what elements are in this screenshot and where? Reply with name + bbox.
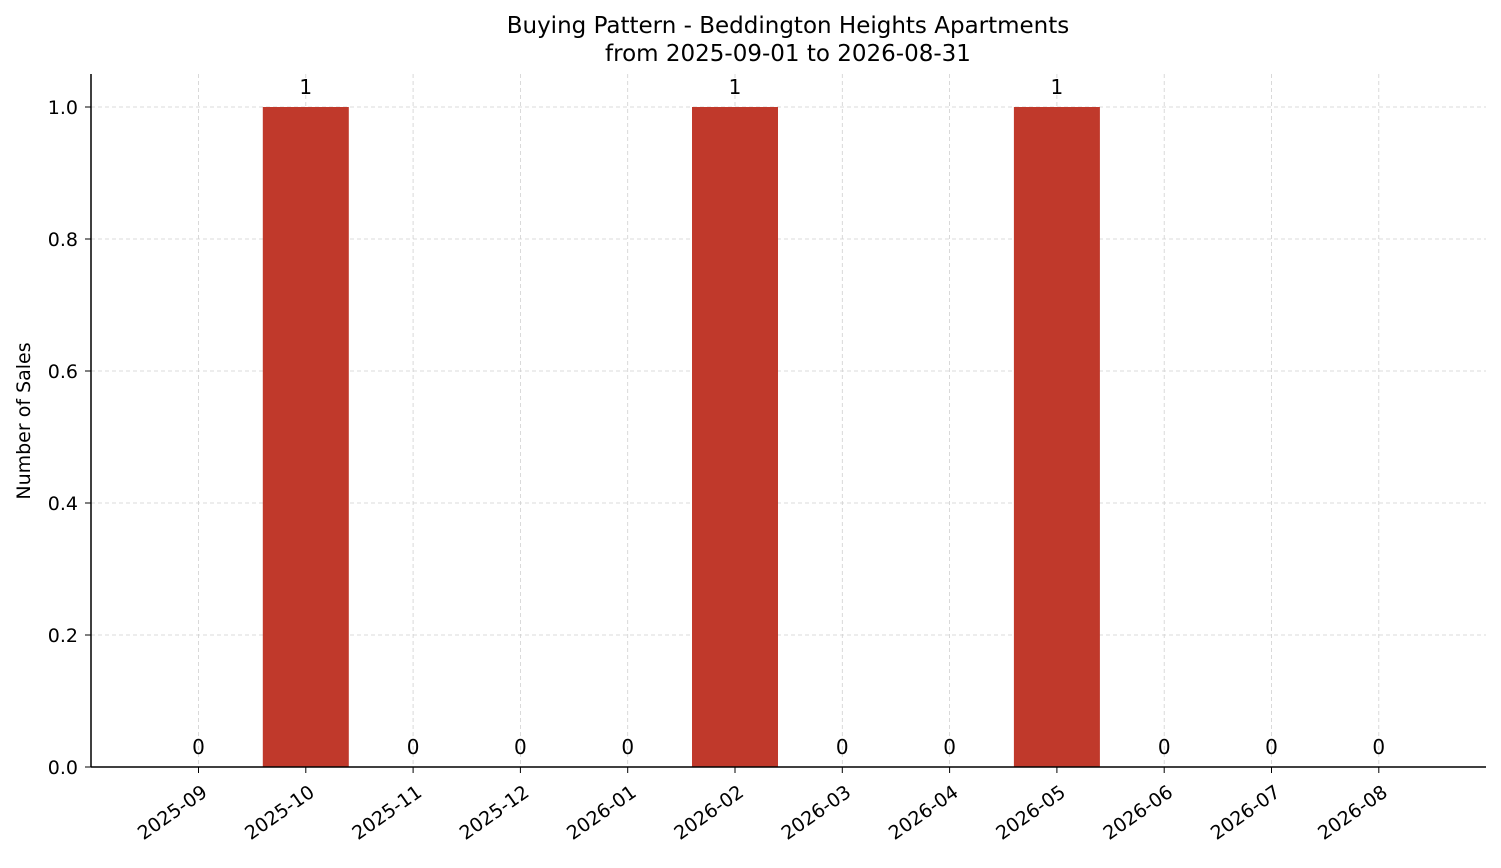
bars bbox=[262, 107, 1100, 767]
data-label: 0 bbox=[1372, 735, 1385, 759]
chart-title: Buying Pattern - Beddington Heights Apar… bbox=[507, 13, 1070, 39]
data-label: 0 bbox=[514, 735, 527, 759]
data-label: 1 bbox=[1051, 75, 1064, 99]
data-label: 1 bbox=[299, 75, 312, 99]
data-label: 0 bbox=[621, 735, 634, 759]
y-tick-label: 0.4 bbox=[48, 493, 78, 515]
y-tick-label: 0.0 bbox=[48, 757, 78, 779]
chart-subtitle: from 2025-09-01 to 2026-08-31 bbox=[605, 41, 971, 67]
y-axis-label: Number of Sales bbox=[13, 342, 35, 499]
x-tick-label: 2026-03 bbox=[778, 781, 856, 845]
x-tick-label: 2026-02 bbox=[670, 781, 748, 845]
data-label: 0 bbox=[943, 735, 956, 759]
x-tick-label: 2026-07 bbox=[1207, 781, 1285, 845]
x-tick-label: 2026-04 bbox=[885, 781, 963, 845]
x-tick-label: 2025-12 bbox=[456, 781, 534, 845]
bar bbox=[262, 107, 349, 767]
x-tick-label: 2026-05 bbox=[992, 781, 1070, 845]
x-tick-label: 2025-10 bbox=[241, 781, 319, 845]
x-tick-label: 2025-11 bbox=[348, 781, 426, 845]
bar bbox=[692, 107, 778, 767]
data-label: 0 bbox=[1158, 735, 1171, 759]
x-tick-label: 2025-09 bbox=[134, 781, 212, 845]
data-label: 0 bbox=[192, 735, 205, 759]
data-label: 0 bbox=[407, 735, 420, 759]
data-label: 1 bbox=[729, 75, 742, 99]
bar bbox=[1013, 107, 1100, 767]
y-tick-label: 1.0 bbox=[48, 97, 78, 119]
x-tick-label: 2026-08 bbox=[1314, 781, 1392, 845]
x-tick-label: 2026-01 bbox=[563, 781, 641, 845]
y-tick-label: 0.2 bbox=[48, 625, 78, 647]
data-label: 0 bbox=[836, 735, 849, 759]
x-tick-label: 2026-06 bbox=[1099, 781, 1177, 845]
data-label: 0 bbox=[1265, 735, 1278, 759]
y-tick-label: 0.8 bbox=[48, 229, 78, 251]
data-labels: 0 1 0 0 0 1 0 0 1 0 0 0 bbox=[192, 75, 1385, 759]
y-tick-label: 0.6 bbox=[48, 361, 78, 383]
